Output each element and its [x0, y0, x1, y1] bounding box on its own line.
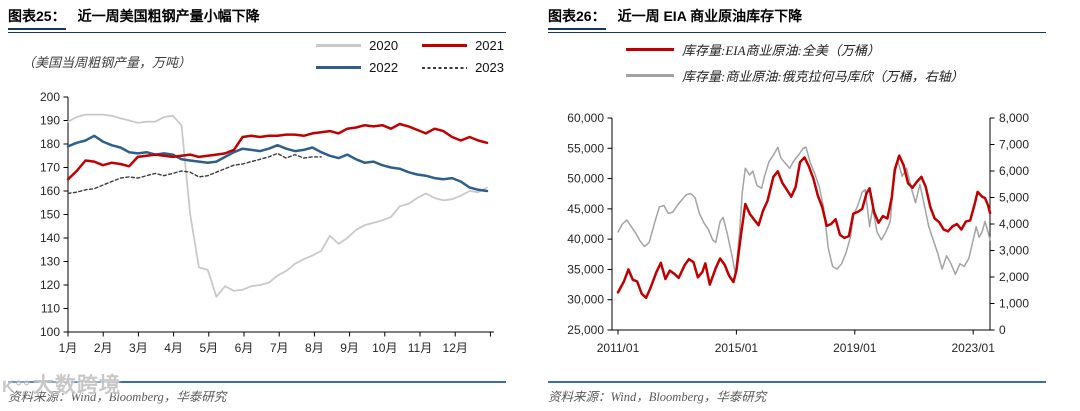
- legend-label-2020: 2020: [369, 38, 399, 53]
- figure-25-header: 图表25： 近一周美国粗钢产量小幅下降: [8, 6, 506, 33]
- legend-item-eia-total: 库存量:EIA商业原油:全美（万桶）: [626, 40, 964, 59]
- svg-text:0: 0: [999, 323, 1006, 337]
- svg-text:160: 160: [40, 184, 60, 198]
- svg-text:2015/01: 2015/01: [715, 341, 759, 355]
- svg-text:3月: 3月: [129, 341, 148, 355]
- legend-item-2021: 2021: [422, 38, 504, 53]
- svg-text:2月: 2月: [94, 341, 113, 355]
- svg-text:12月: 12月: [443, 341, 468, 355]
- svg-text:110: 110: [41, 302, 60, 316]
- figure-25-source: 资料来源：Wind，Bloomberg，华泰研究: [8, 390, 227, 404]
- svg-text:30,000: 30,000: [567, 293, 604, 307]
- figure-25-footer: 资料来源：Wind，Bloomberg，华泰研究: [8, 381, 506, 405]
- svg-text:180: 180: [40, 137, 60, 151]
- svg-text:2,000: 2,000: [999, 270, 1029, 284]
- legend-label-2022: 2022: [369, 60, 399, 75]
- svg-text:11月: 11月: [408, 341, 432, 355]
- svg-text:4,000: 4,000: [999, 217, 1029, 231]
- legend-swatch-2021: [422, 44, 468, 47]
- figure-25-unit-note: （美国当周粗钢产量，万吨）: [22, 55, 192, 70]
- footer-rule: [548, 381, 1046, 383]
- svg-text:10月: 10月: [372, 341, 397, 355]
- figure-25-title: 近一周美国粗钢产量小幅下降: [77, 8, 260, 24]
- svg-text:100: 100: [40, 325, 60, 339]
- svg-text:130: 130: [40, 255, 60, 269]
- steel-production-chart: 100 110 120 130 140 150 160 170 180 190 200 1月 2月 3月 4…: [40, 90, 494, 355]
- legend-label-cushing: 库存量:商业原油:俄克拉何马库欣（万桶，右轴）: [682, 69, 964, 84]
- crude-inventory-chart: 25,000 30,000 35,000 40,000 45,000 50,000 55,0…: [567, 111, 1029, 355]
- svg-text:150: 150: [40, 208, 60, 222]
- footer-rule: [8, 381, 506, 383]
- svg-text:1月: 1月: [59, 341, 78, 355]
- svg-text:9月: 9月: [340, 341, 359, 355]
- svg-text:40,000: 40,000: [567, 232, 604, 246]
- legend-item-2022: 2022: [316, 60, 398, 75]
- svg-text:120: 120: [40, 278, 60, 292]
- figure-26-label: 图表26：: [548, 8, 606, 30]
- figure-26-legend-zone: 库存量:EIA商业原油:全美（万桶） 库存量:商业原油:俄克拉何马库欣（万桶，右…: [548, 34, 1046, 84]
- figure-25: 图表25： 近一周美国粗钢产量小幅下降 （美国当周粗钢产量，万吨） 2020 20…: [8, 0, 506, 411]
- figure-25-legend-zone: （美国当周粗钢产量，万吨） 2020 2021 2022 2023: [8, 34, 506, 84]
- svg-text:5月: 5月: [199, 341, 218, 355]
- svg-text:190: 190: [40, 114, 60, 128]
- svg-text:2023/01: 2023/01: [952, 341, 996, 355]
- legend-swatch-eia-total: [626, 48, 674, 51]
- legend-label-2023: 2023: [475, 60, 504, 75]
- legend-item-2023: 2023: [422, 60, 504, 75]
- legend-swatch-2020: [316, 44, 362, 47]
- svg-text:5,000: 5,000: [999, 191, 1029, 205]
- svg-text:1,000: 1,000: [999, 297, 1029, 311]
- svg-text:7月: 7月: [270, 341, 289, 355]
- svg-text:6月: 6月: [235, 341, 254, 355]
- svg-text:25,000: 25,000: [567, 323, 604, 337]
- svg-text:3,000: 3,000: [999, 244, 1029, 258]
- legend-swatch-cushing: [626, 74, 674, 77]
- svg-text:6,000: 6,000: [999, 164, 1029, 178]
- svg-text:45,000: 45,000: [567, 202, 604, 216]
- figure-26-header: 图表26： 近一周 EIA 商业原油库存下降: [548, 6, 1046, 33]
- svg-text:35,000: 35,000: [567, 262, 604, 276]
- svg-text:2011/01: 2011/01: [597, 341, 640, 355]
- legend-label-2021: 2021: [475, 38, 504, 53]
- figure-25-label: 图表25：: [8, 8, 66, 30]
- svg-text:170: 170: [40, 161, 60, 175]
- svg-text:55,000: 55,000: [567, 141, 604, 155]
- svg-text:4月: 4月: [164, 341, 183, 355]
- figure-26: 图表26： 近一周 EIA 商业原油库存下降 库存量:EIA商业原油:全美（万桶）…: [548, 0, 1046, 411]
- legend-swatch-2022: [316, 66, 362, 69]
- legend-label-eia-total: 库存量:EIA商业原油:全美（万桶）: [682, 43, 880, 58]
- svg-text:140: 140: [40, 231, 60, 245]
- figure-26-footer: 资料来源：Wind，Bloomberg，华泰研究: [548, 381, 1046, 405]
- figure-25-legend: 2020 2021 2022 2023: [316, 38, 504, 75]
- legend-item-cushing: 库存量:商业原油:俄克拉何马库欣（万桶，右轴）: [626, 66, 964, 85]
- figure-26-title: 近一周 EIA 商业原油库存下降: [617, 8, 803, 24]
- legend-swatch-2023: [422, 66, 468, 69]
- svg-text:60,000: 60,000: [567, 111, 604, 125]
- figure-26-source: 资料来源：Wind，Bloomberg，华泰研究: [548, 390, 767, 404]
- figure-26-legend: 库存量:EIA商业原油:全美（万桶） 库存量:商业原油:俄克拉何马库欣（万桶，右…: [626, 40, 964, 85]
- svg-text:2019/01: 2019/01: [833, 341, 877, 355]
- svg-text:7,000: 7,000: [999, 138, 1029, 152]
- svg-text:200: 200: [40, 90, 60, 104]
- svg-text:8月: 8月: [305, 341, 324, 355]
- svg-text:8,000: 8,000: [999, 111, 1029, 125]
- legend-item-2020: 2020: [316, 38, 398, 53]
- svg-text:50,000: 50,000: [567, 172, 604, 186]
